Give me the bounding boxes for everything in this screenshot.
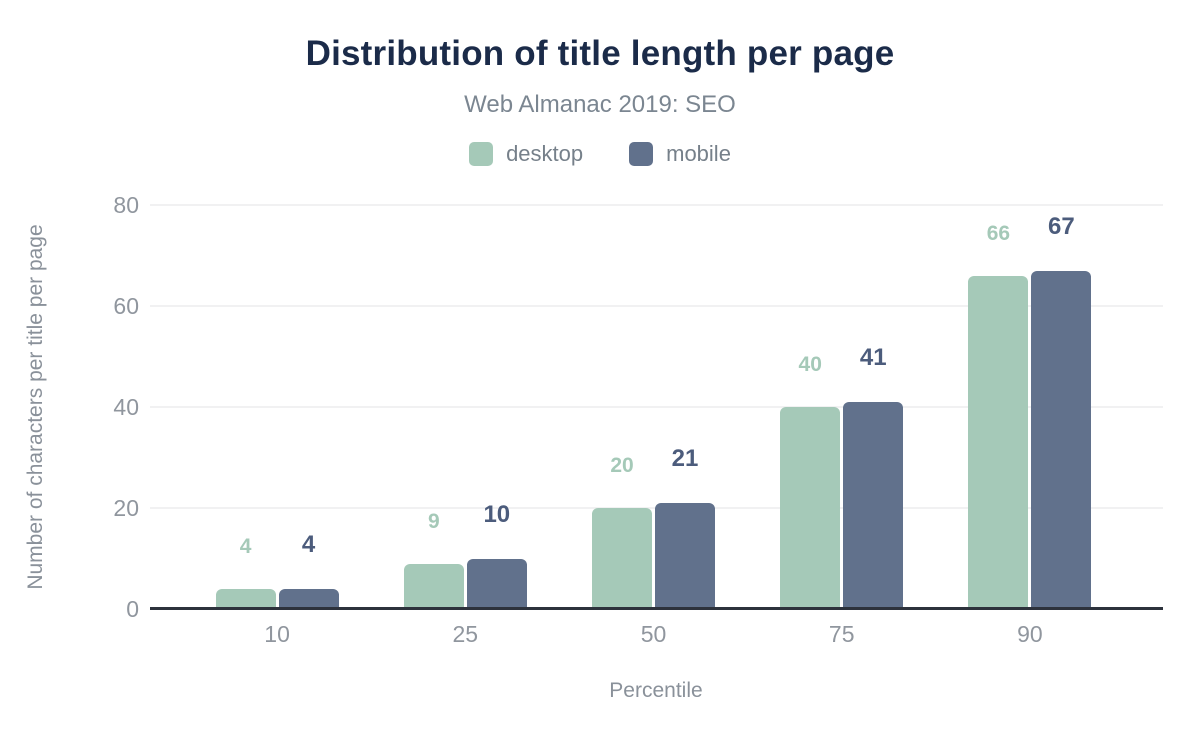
desktop-swatch bbox=[469, 142, 494, 166]
desktop-bar[interactable]: 4 bbox=[215, 535, 276, 609]
legend: desktop mobile bbox=[0, 141, 1200, 167]
x-tick-labels: 10 25 50 75 90 bbox=[183, 621, 1124, 648]
y-tick-label: 80 bbox=[113, 192, 139, 218]
x-tick-label: 90 bbox=[1017, 621, 1043, 647]
x-tick-label: 10 bbox=[264, 621, 290, 647]
mobile-bar[interactable]: 4 bbox=[278, 531, 339, 609]
chart-subtitle: Web Almanac 2019: SEO bbox=[464, 91, 736, 118]
mobile-bar-value: 67 bbox=[1048, 212, 1075, 240]
bar-group-50: 20 21 bbox=[559, 205, 747, 609]
x-axis-line bbox=[150, 607, 1163, 610]
mobile-bar-value: 41 bbox=[859, 343, 887, 371]
legend-item-mobile[interactable]: mobile bbox=[629, 141, 731, 167]
bar-group-75: 40 41 bbox=[748, 205, 936, 609]
bar-groups: 4 4 9 10 20 21 40 41 66 67 bbox=[183, 205, 1124, 609]
y-tick-label: 40 bbox=[113, 394, 139, 420]
mobile-bar-value: 10 bbox=[483, 500, 511, 528]
x-tick-label: 75 bbox=[828, 621, 855, 647]
desktop-bar-value: 40 bbox=[798, 353, 822, 376]
bar-group-25: 9 10 bbox=[371, 205, 559, 609]
plot-area: 0 20 40 60 80 4 4 9 10 20 21 40 41 66 67 10 25 50 75 90 bbox=[113, 193, 1163, 647]
legend-label: desktop bbox=[506, 141, 584, 166]
gridline-60 bbox=[150, 305, 1163, 307]
mobile-bar-value: 21 bbox=[671, 444, 699, 472]
gridline-80 bbox=[150, 204, 1163, 206]
desktop-bar-value: 66 bbox=[986, 221, 1011, 245]
y-tick-label: 20 bbox=[113, 495, 139, 521]
mobile-bar[interactable]: 67 bbox=[1031, 213, 1092, 609]
bar-group-90: 66 67 bbox=[936, 205, 1124, 609]
legend-item-desktop[interactable]: desktop bbox=[469, 141, 583, 167]
mobile-bar[interactable]: 21 bbox=[655, 445, 715, 609]
y-axis-title: Number of characters per title per page bbox=[24, 224, 47, 590]
y-tick-label: 0 bbox=[126, 596, 139, 622]
desktop-bar-value: 20 bbox=[610, 454, 634, 477]
desktop-bar[interactable]: 40 bbox=[780, 353, 841, 609]
desktop-bar-value: 9 bbox=[427, 509, 440, 533]
desktop-bar[interactable]: 20 bbox=[592, 454, 652, 609]
desktop-bar[interactable]: 66 bbox=[968, 222, 1029, 609]
x-tick-label: 25 bbox=[452, 621, 479, 647]
mobile-bar[interactable]: 10 bbox=[466, 501, 527, 609]
mobile-bar[interactable]: 41 bbox=[843, 344, 904, 609]
mobile-swatch bbox=[629, 142, 654, 166]
legend-label: mobile bbox=[666, 141, 731, 166]
gridline-40 bbox=[150, 406, 1163, 408]
mobile-bar-value: 4 bbox=[301, 530, 316, 558]
y-tick-label: 60 bbox=[113, 293, 139, 319]
desktop-bar[interactable]: 9 bbox=[403, 510, 464, 609]
desktop-bar-value: 4 bbox=[239, 534, 252, 558]
chart-title: Distribution of title length per page bbox=[305, 34, 895, 73]
x-tick-label: 50 bbox=[640, 621, 667, 647]
x-axis-title: Percentile bbox=[609, 679, 703, 702]
